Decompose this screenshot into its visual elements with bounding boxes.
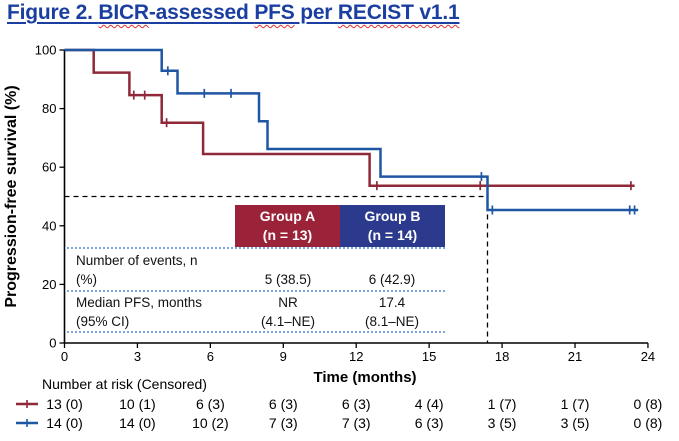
risk-value: 4 (4) — [415, 396, 444, 412]
title-text: per — [294, 1, 338, 24]
risk-value: 13 (0) — [46, 396, 83, 412]
x-axis-title: Time (months) — [313, 369, 416, 386]
y-tick-label: 100 — [35, 43, 57, 58]
risk-value: 0 (8) — [634, 415, 663, 431]
title-text-misspelled: RECIST v1.1 — [337, 1, 460, 24]
risk-value: 1 (7) — [561, 396, 590, 412]
title-text: Figure 2. — [7, 1, 99, 24]
title-text-misspelled: PFS — [254, 1, 295, 24]
x-tick-label: 15 — [422, 349, 436, 364]
survival-curve-group-b — [64, 48, 639, 212]
risk-value: 6 (3) — [342, 396, 371, 412]
risk-value: 3 (5) — [561, 415, 590, 431]
title-text: -assessed — [148, 1, 255, 24]
y-axis-title: Progression-free survival (%) — [3, 85, 20, 307]
risk-value: 7 (3) — [269, 415, 298, 431]
risk-value: 10 (2) — [192, 415, 229, 431]
risk-value: 6 (3) — [415, 415, 444, 431]
y-tick-label: 20 — [42, 277, 56, 292]
x-tick-label: 24 — [641, 349, 655, 364]
y-tick-label: 80 — [42, 101, 56, 116]
y-tick-label: 60 — [42, 160, 56, 175]
survival-curve-group-a — [64, 48, 635, 187]
risk-value: 1 (7) — [488, 396, 517, 412]
risk-value: 6 (3) — [196, 396, 225, 412]
risk-table-label: Number at risk (Censored) — [42, 376, 207, 392]
y-tick-label: 0 — [49, 336, 56, 351]
x-tick-label: 9 — [280, 349, 287, 364]
y-tick-label: 40 — [42, 218, 56, 233]
risk-value: 14 (0) — [46, 415, 83, 431]
x-tick-label: 18 — [495, 349, 509, 364]
x-tick-label: 21 — [568, 349, 582, 364]
risk-value: 3 (5) — [488, 415, 517, 431]
risk-value: 10 (1) — [119, 396, 156, 412]
x-tick-label: 6 — [207, 349, 214, 364]
x-tick-label: 3 — [134, 349, 141, 364]
risk-value: 6 (3) — [269, 396, 298, 412]
x-tick-label: 12 — [349, 349, 363, 364]
risk-value: 14 (0) — [119, 415, 156, 431]
figure-title: Figure 2. BICR-assessed PFS per RECIST v… — [7, 1, 460, 25]
title-text-misspelled: BICR — [98, 1, 149, 24]
risk-value: 7 (3) — [342, 415, 371, 431]
risk-value: 0 (8) — [634, 396, 663, 412]
x-tick-label: 0 — [61, 349, 68, 364]
